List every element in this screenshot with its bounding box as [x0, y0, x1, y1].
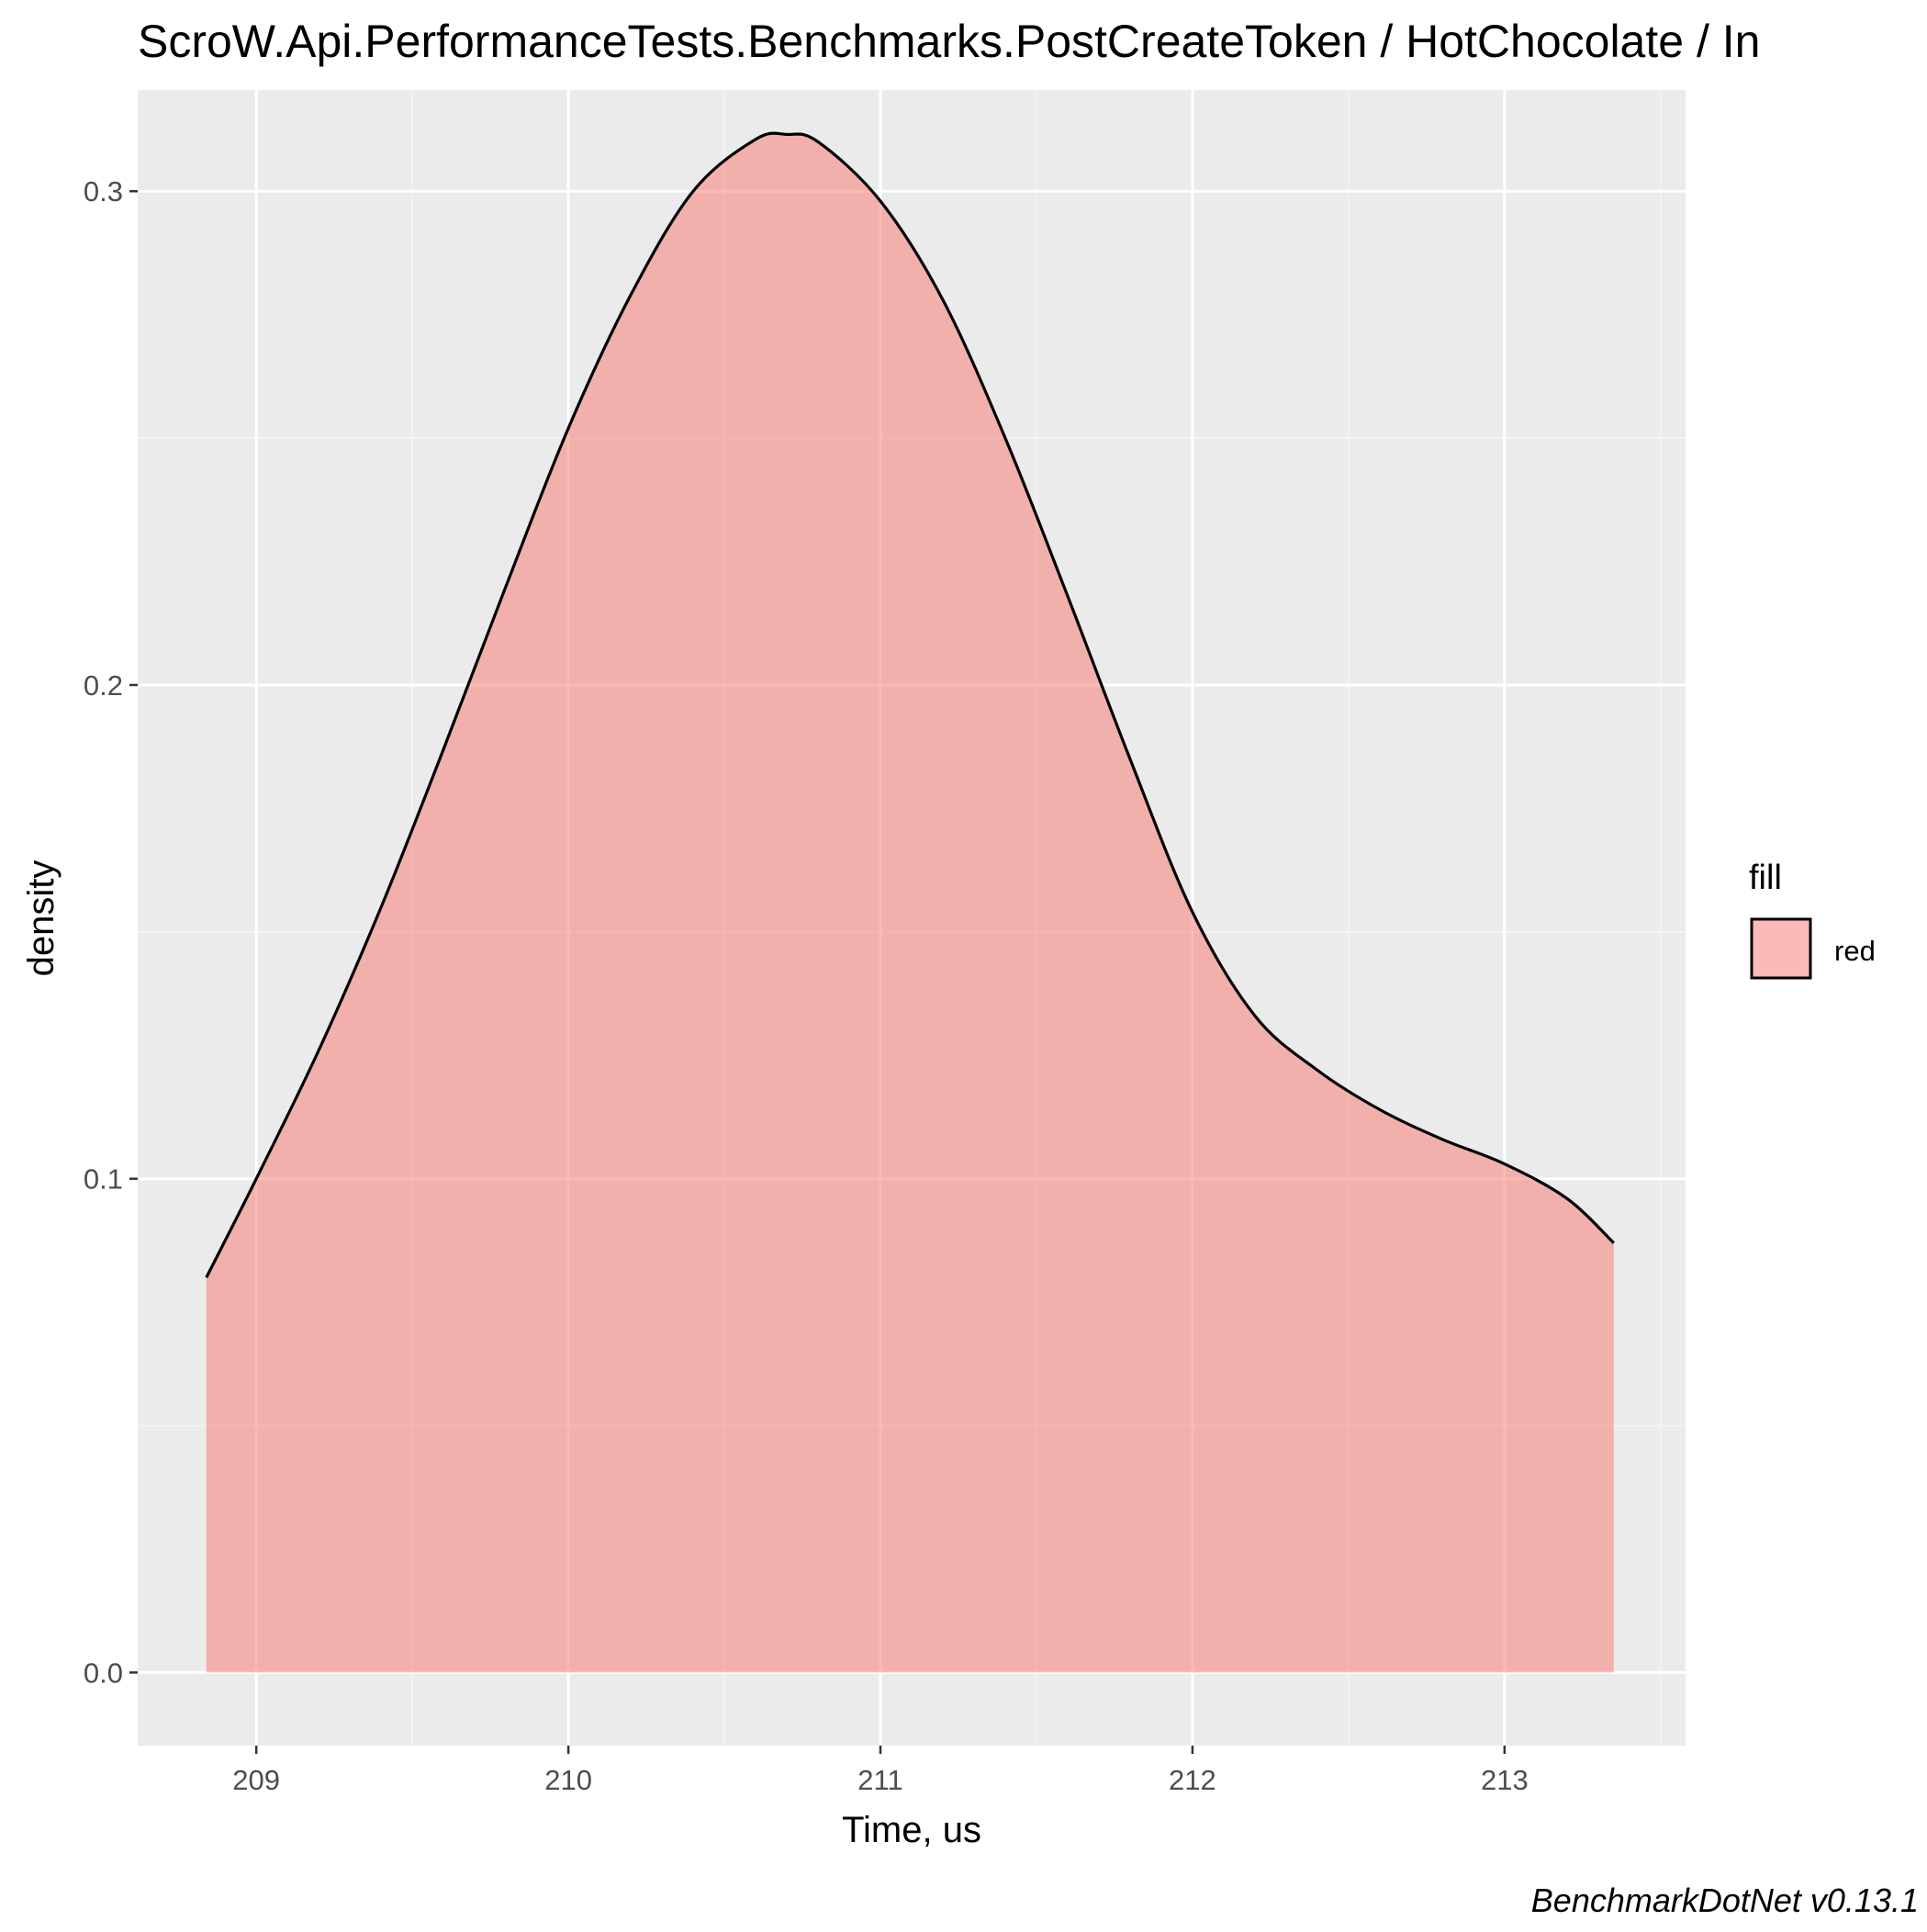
- legend: fill red: [1749, 859, 1876, 980]
- ticks-layer: [129, 189, 1507, 1754]
- caption: BenchmarkDotNet v0.13.1: [1531, 1881, 1919, 1919]
- tick-labels: 209 210 211 212 213 0.0 0.1 0.2 0.3: [84, 175, 1529, 1796]
- x-axis-title: Time, us: [842, 1810, 981, 1850]
- x-tick-label: 211: [857, 1764, 902, 1796]
- legend-label-red: red: [1834, 935, 1876, 967]
- y-tick-label: 0.0: [84, 1657, 123, 1689]
- chart-title: ScroW.Api.PerformanceTests.Benchmarks.Po…: [138, 16, 1760, 67]
- x-tick-label: 213: [1481, 1764, 1529, 1796]
- x-tick-label: 212: [1169, 1764, 1216, 1796]
- x-tick-label: 210: [544, 1764, 592, 1796]
- series-layer: [205, 131, 1615, 1673]
- density-curve-red: [205, 131, 1615, 1278]
- density-area-red: [206, 133, 1614, 1673]
- legend-key-red: [1750, 917, 1812, 980]
- y-tick-label: 0.1: [84, 1163, 123, 1196]
- x-tick-label: 209: [232, 1764, 280, 1796]
- y-axis-title: density: [21, 860, 62, 977]
- y-tick-label: 0.2: [84, 669, 123, 702]
- y-tick-label: 0.3: [84, 175, 123, 208]
- legend-title: fill: [1749, 859, 1782, 897]
